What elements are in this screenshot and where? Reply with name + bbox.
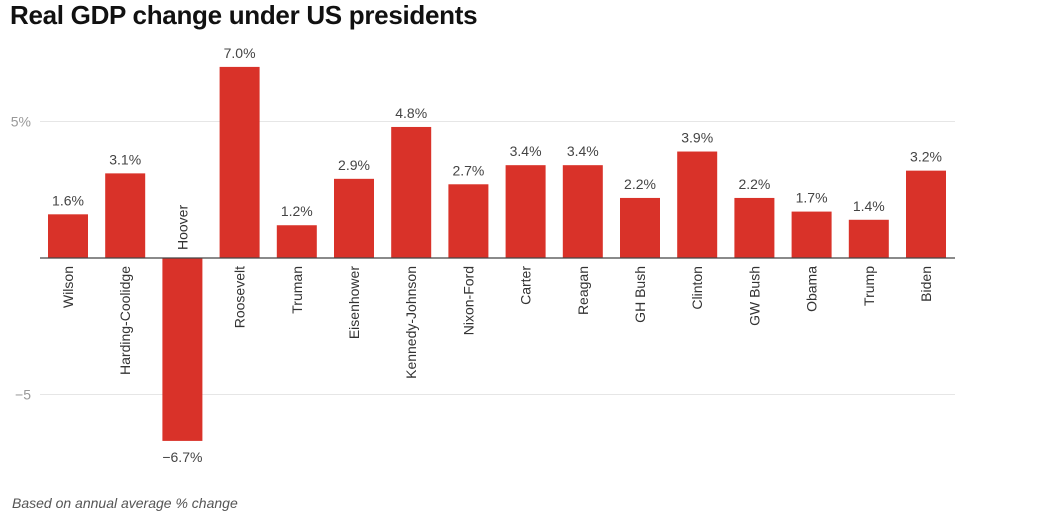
data-label: 3.1% [109, 151, 141, 167]
data-label: 1.4% [853, 198, 885, 214]
data-label: −6.7% [162, 449, 202, 465]
x-tick-label: Hoover [174, 205, 190, 250]
bar-carter [505, 165, 546, 258]
chart-footnote: Based on annual average % change [12, 495, 238, 511]
x-tick-label: Truman [289, 266, 305, 314]
x-tick-label: Obama [804, 266, 820, 312]
data-label: 1.7% [796, 190, 828, 206]
x-tick-label: GW Bush [746, 266, 762, 326]
data-label: 1.6% [52, 192, 84, 208]
chart-title: Real GDP change under US presidents [10, 0, 478, 30]
y-tick-label: −5 [15, 387, 31, 403]
x-tick-label: Harding-Coolidge [117, 266, 133, 375]
x-tick-label: Wilson [60, 266, 76, 308]
bar-reagan [562, 165, 603, 258]
data-label: 2.2% [624, 176, 656, 192]
bar-gh-bush [620, 197, 660, 258]
bar-trump [848, 219, 889, 258]
x-tick-label: GH Bush [632, 266, 648, 323]
bar-wilson [48, 214, 88, 258]
bar-truman [276, 225, 317, 258]
x-tick-label: Eisenhower [346, 266, 362, 339]
bar-kennedy-johnson [391, 126, 432, 259]
x-tick-label: Reagan [575, 266, 591, 315]
x-tick-label: Biden [918, 266, 934, 302]
data-label: 3.9% [681, 130, 713, 146]
data-label: 2.9% [338, 157, 370, 173]
x-tick-label: Trump [861, 266, 877, 306]
data-label: 2.7% [452, 162, 484, 178]
data-label: 7.0% [224, 45, 256, 61]
y-tick-label: 5% [11, 114, 31, 130]
bar-biden [906, 170, 946, 258]
bar-gw-bush [734, 197, 775, 258]
bar-eisenhower [334, 178, 374, 258]
bar-obama [791, 211, 832, 258]
data-label: 3.4% [567, 143, 599, 159]
bar-hoover [162, 258, 203, 441]
x-tick-label: Clinton [689, 266, 705, 310]
data-label: 3.2% [910, 149, 942, 165]
data-label: 2.2% [738, 176, 770, 192]
data-label: 3.4% [510, 143, 542, 159]
data-label: 4.8% [395, 105, 427, 121]
x-tick-label: Carter [518, 266, 534, 305]
bar-harding-coolidge [105, 173, 146, 258]
bar-roosevelt [219, 66, 260, 259]
data-label: 1.2% [281, 203, 313, 219]
bar-clinton [677, 151, 718, 258]
x-tick-label: Roosevelt [232, 266, 248, 328]
bar-nixon-ford [448, 184, 489, 258]
x-tick-label: Kennedy-Johnson [403, 266, 419, 379]
x-tick-label: Nixon-Ford [460, 266, 476, 335]
